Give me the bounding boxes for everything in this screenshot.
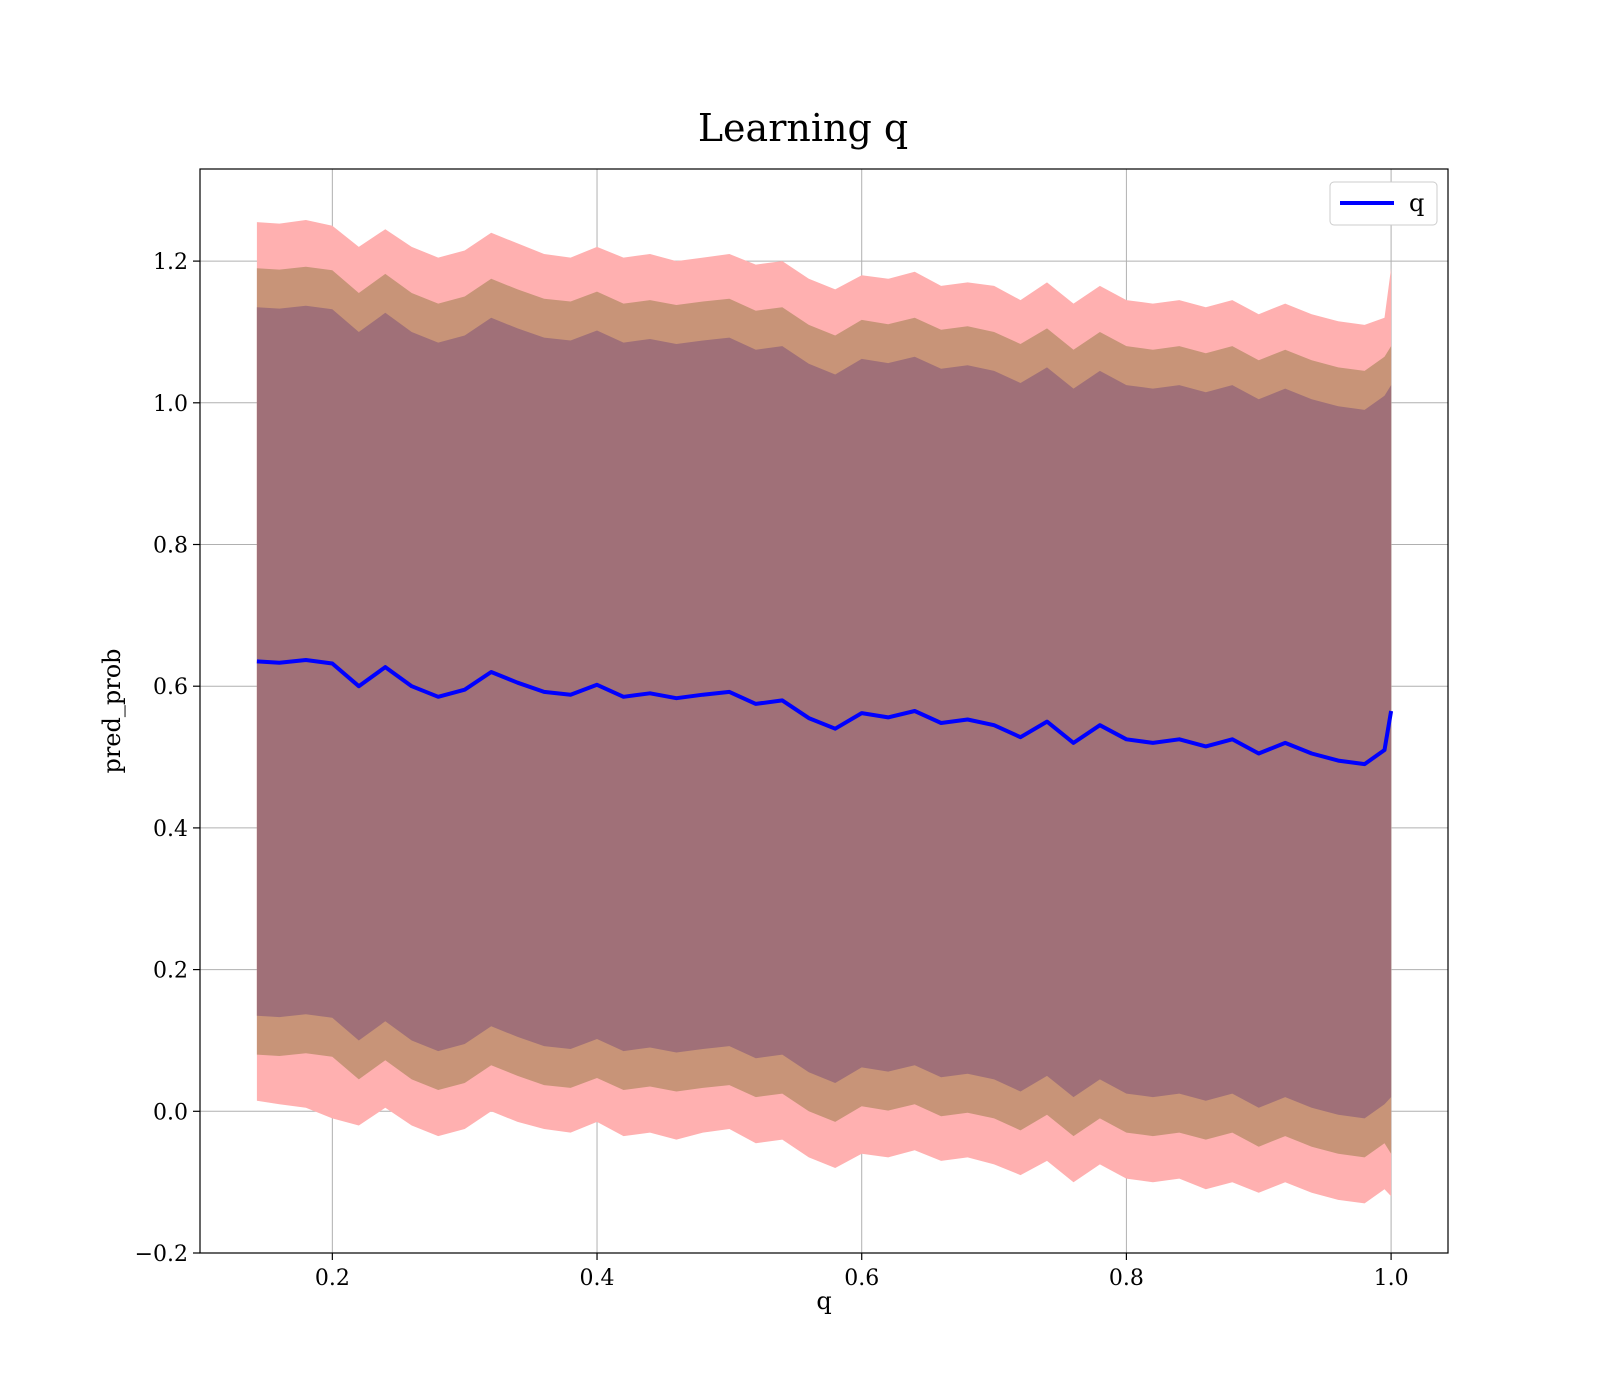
plot-frame	[199, 168, 1449, 1254]
band-inner	[256, 305, 1392, 1119]
x-tick-label-2: 0.6	[844, 1266, 879, 1291]
x-axis-label: q	[816, 1287, 831, 1315]
y-tick-label-2: 0.2	[153, 959, 188, 984]
y-tick-label-0: −0.2	[135, 1242, 188, 1267]
legend: q	[1329, 181, 1438, 226]
x-tick-label-0: 0.2	[315, 1266, 350, 1291]
y-tick-label-1: 0.0	[153, 1100, 188, 1125]
y-axis-label: pred_prob	[98, 648, 126, 773]
x-tick-label-4: 1.0	[1374, 1266, 1409, 1291]
chart-title: Learning q	[698, 106, 908, 150]
confidence-bands	[256, 220, 1392, 1204]
y-tick-label-6: 1.0	[153, 392, 188, 417]
y-tick-label-4: 0.6	[153, 675, 188, 700]
x-tick-label-3: 0.8	[1109, 1266, 1144, 1291]
y-tick-label-5: 0.8	[153, 534, 188, 559]
axis-ticks: 0.2 0.4 0.6 0.8 1.0 −0.2 0.0 0.2 0.4 0.6 0.8 1.0 1.2	[135, 250, 1409, 1291]
x-tick-label-1: 0.4	[580, 1266, 615, 1291]
series-lines	[256, 658, 1394, 767]
y-tick-label-3: 0.4	[153, 817, 188, 842]
y-tick-label-7: 1.2	[153, 250, 188, 275]
legend-label-q: q	[1409, 189, 1424, 217]
series-line-0	[256, 658, 1394, 767]
